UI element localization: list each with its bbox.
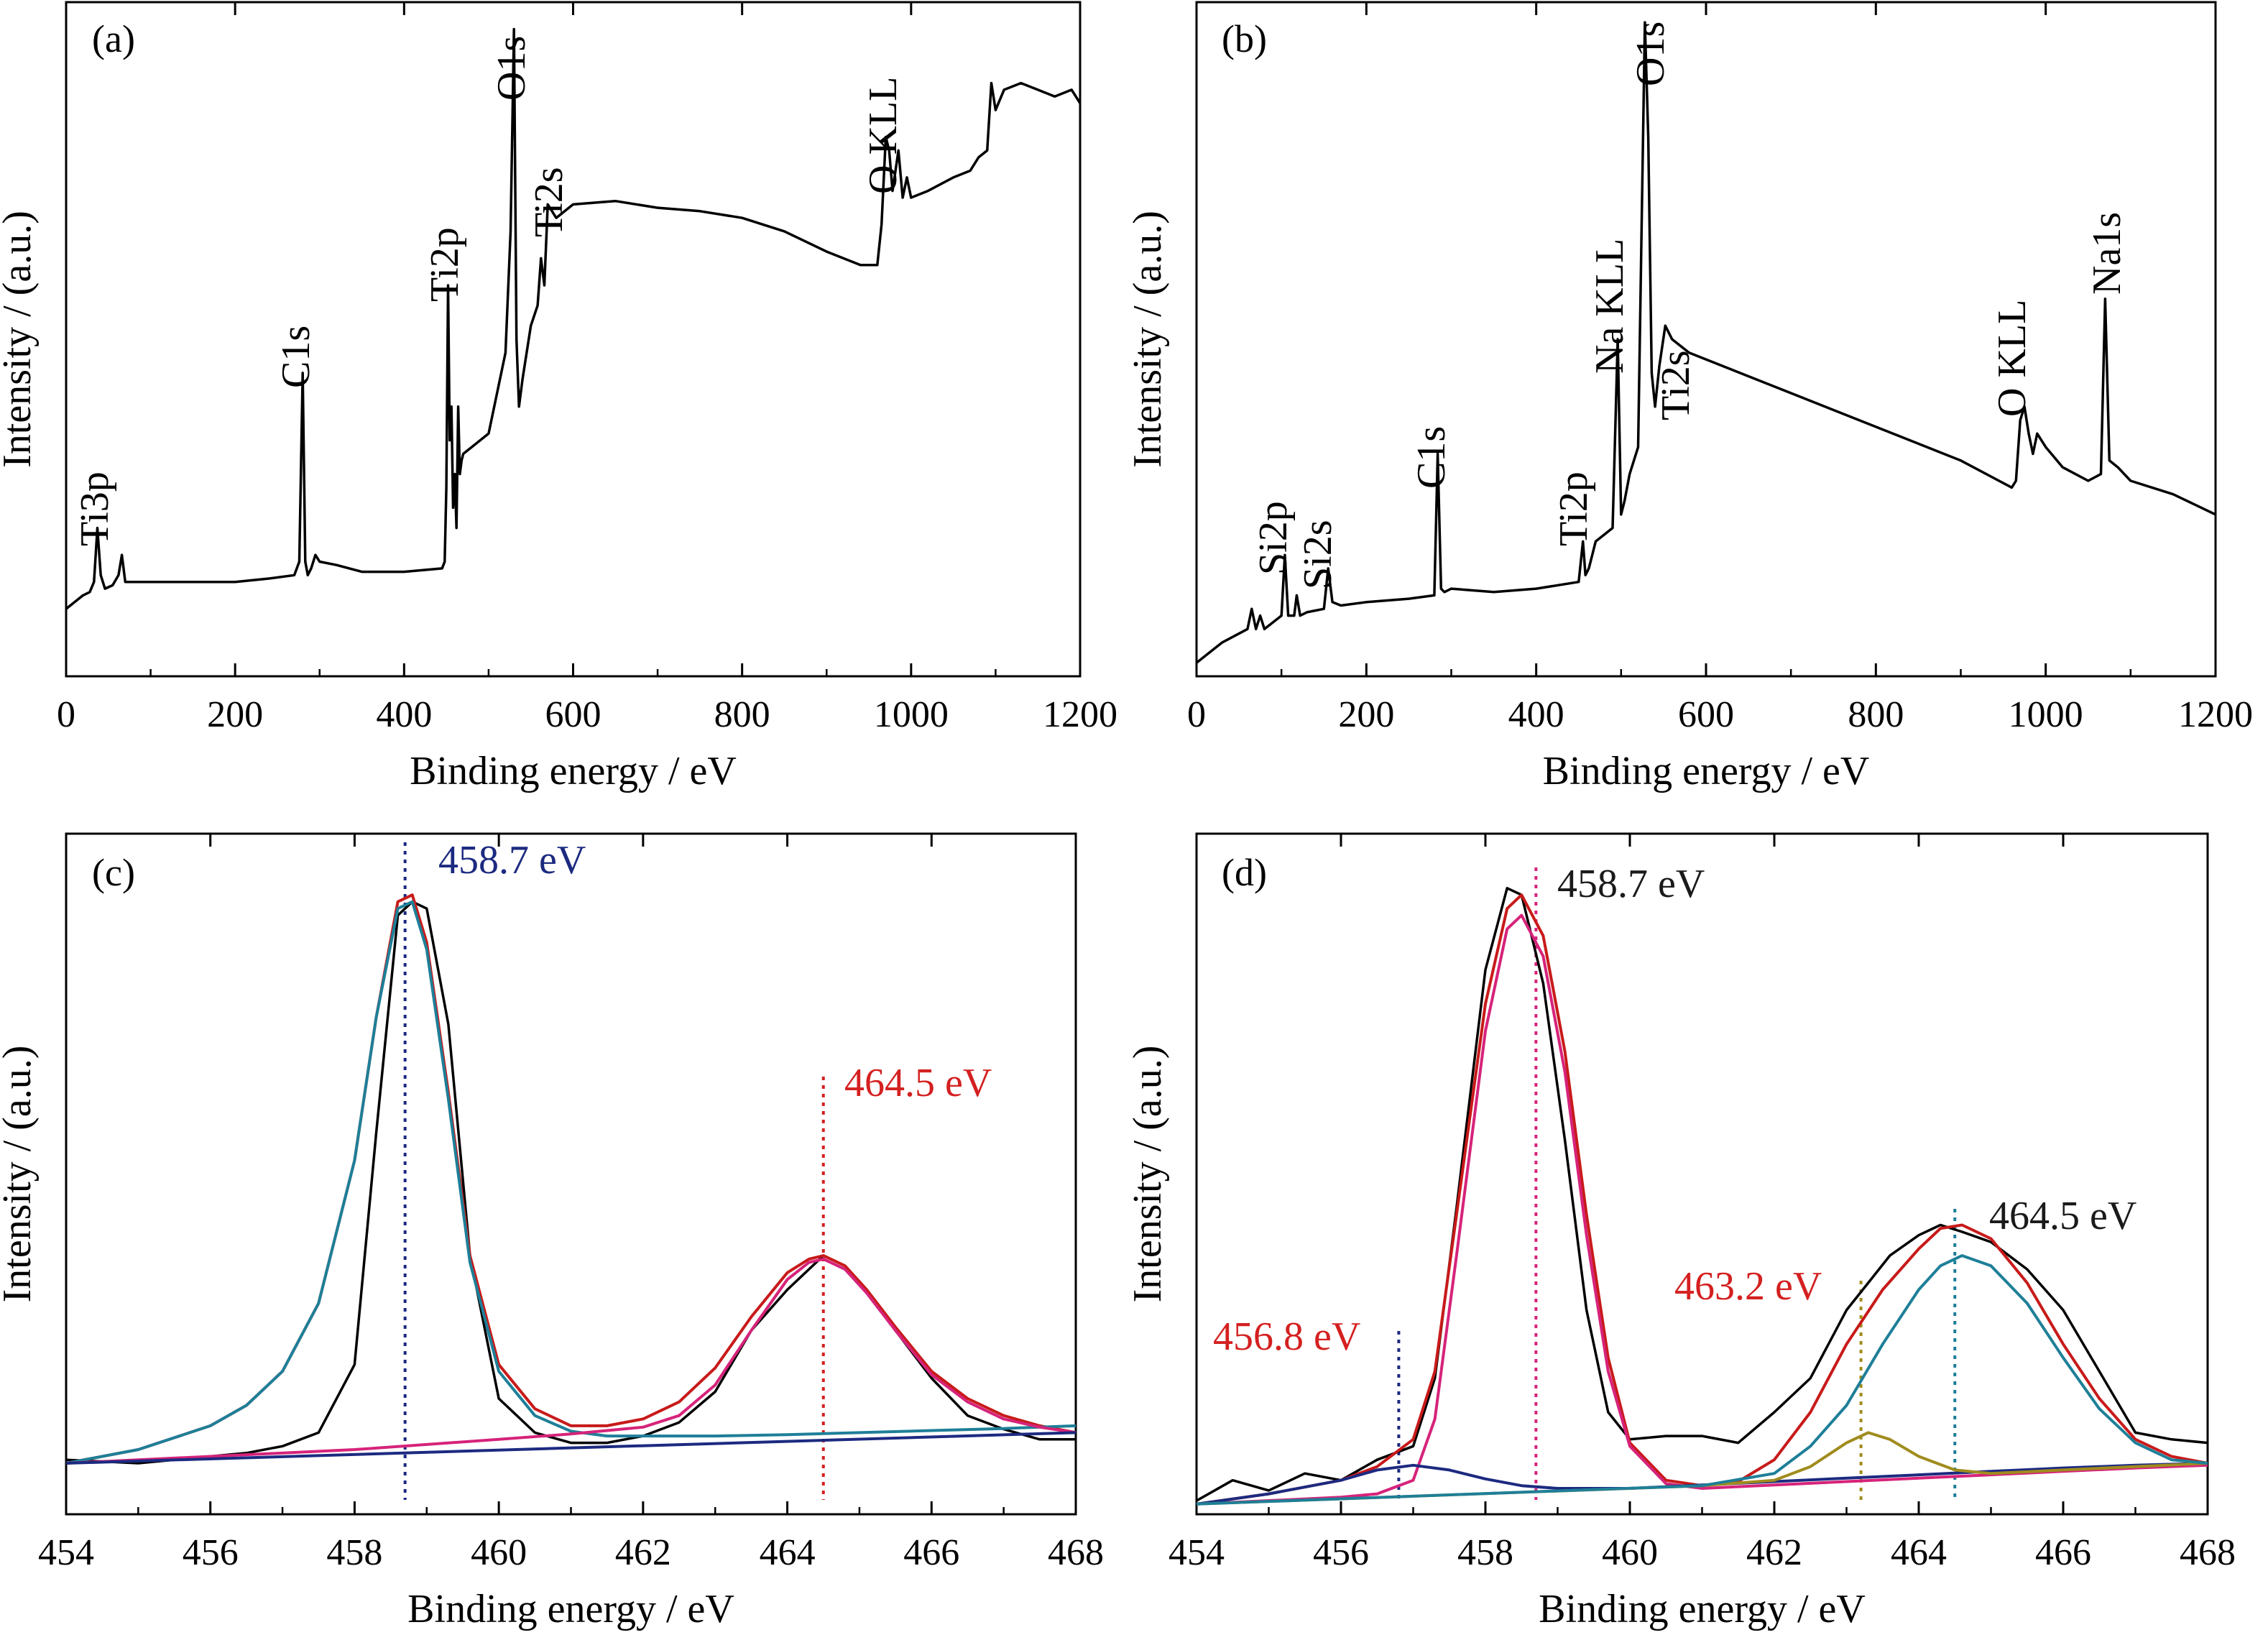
series-line-5 [65, 1431, 1077, 1465]
panel-tag: (c) [92, 851, 135, 894]
series-line-4 [65, 1257, 1077, 1465]
y-axis-label: Intensity / (a.u.) [0, 211, 40, 468]
peak-label: Si2s [1296, 520, 1340, 590]
x-tick-label: 1000 [2009, 694, 2083, 735]
panel-tag: (b) [1222, 17, 1267, 60]
peak-label: O1s [1628, 22, 1673, 86]
series-line-6 [1196, 1254, 2208, 1506]
x-tick-label: 1200 [2178, 694, 2253, 735]
peak-label: C1s [274, 326, 318, 388]
x-axis-label: Binding energy / eV [407, 1587, 734, 1631]
x-tick-label: 462 [615, 1532, 671, 1573]
panel-tag: (a) [92, 17, 135, 60]
peak-label: 464.5 eV [1989, 1194, 2136, 1238]
x-tick-label: 460 [471, 1532, 527, 1573]
x-tick-label: 466 [2035, 1532, 2091, 1573]
x-tick-label: 454 [38, 1532, 94, 1573]
peak-label: 458.7 eV [438, 838, 586, 883]
x-axis-label: Binding energy / eV [1539, 1587, 1866, 1631]
x-tick-label: 600 [545, 694, 601, 735]
x-tick-label: 468 [2180, 1532, 2236, 1573]
peak-label: 458.7 eV [1557, 862, 1705, 906]
x-tick-label: 464 [1891, 1532, 1947, 1573]
panel-d: 454 456 458 460 462 464 466 468 Binding energy /… [1125, 832, 2236, 1631]
x-tick-label: 456 [1313, 1532, 1369, 1573]
panel-b: 0 200 400 600 800 1000 1200 Binding energy / eV… [1125, 1, 2253, 793]
x-tick-label: 1000 [874, 694, 949, 735]
series-line-1 [1196, 887, 2208, 1502]
peak-label: O KLL [1990, 300, 2034, 417]
x-tick-label: 454 [1168, 1532, 1225, 1573]
peak-label: Ti2s [1654, 350, 1698, 420]
peak-label: Na KLL [1587, 239, 1632, 374]
peak-label: Si2p [1251, 501, 1296, 575]
x-tick-label: 800 [714, 694, 770, 735]
peak-label: O1s [489, 36, 534, 101]
x-tick-label: 458 [326, 1532, 382, 1573]
peak-label: Ti2p [1552, 471, 1596, 546]
x-tick-label: 458 [1457, 1532, 1513, 1573]
peak-label: Ti3p [73, 471, 117, 546]
x-tick-label: 468 [1048, 1532, 1104, 1573]
peak-label: C1s [1409, 426, 1454, 489]
peak-label: Na1s [2085, 212, 2129, 295]
series-line-3 [65, 900, 1077, 1465]
x-tick-label: 0 [57, 694, 75, 735]
x-tick-label: 466 [903, 1532, 959, 1573]
panel-a: 0 200 400 600 800 1000 1200 Binding energy / eV… [0, 1, 1117, 793]
x-tick-label: 200 [1338, 694, 1394, 735]
peak-label: Ti2s [527, 167, 571, 237]
x-tick-label: 456 [183, 1532, 239, 1573]
x-tick-label: 400 [376, 694, 432, 735]
y-axis-label: Intensity / (a.u.) [0, 1046, 40, 1303]
panel-c: 454 456 458 460 462 464 466 468 Binding energy /… [0, 832, 1104, 1631]
series-line-3 [1196, 913, 2208, 1506]
y-axis-label: Intensity / (a.u.) [1125, 211, 1170, 468]
series-line-1 [65, 27, 1082, 610]
x-axis-label: Binding energy / eV [1543, 749, 1870, 793]
x-tick-label: 200 [207, 694, 263, 735]
x-tick-label: 800 [1848, 694, 1904, 735]
panel-tag: (d) [1222, 851, 1267, 894]
x-axis-label: Binding energy / eV [410, 749, 737, 793]
peak-label: 456.8 eV [1213, 1314, 1360, 1359]
peak-label: Ti2p [423, 227, 467, 302]
x-tick-label: 460 [1602, 1532, 1658, 1573]
peak-label: 463.2 eV [1674, 1264, 1822, 1309]
series-line-1 [1195, 21, 2216, 664]
x-tick-label: 462 [1746, 1532, 1802, 1573]
peak-label: O KLL [861, 77, 905, 194]
peak-label: 464.5 eV [844, 1061, 992, 1105]
y-axis-label: Intensity / (a.u.) [1125, 1046, 1170, 1303]
x-tick-label: 600 [1678, 694, 1734, 735]
x-tick-label: 464 [760, 1532, 816, 1573]
x-tick-label: 0 [1187, 694, 1206, 735]
x-tick-label: 400 [1508, 694, 1564, 735]
x-tick-label: 1200 [1043, 694, 1117, 735]
series-line-2 [1196, 893, 2208, 1506]
